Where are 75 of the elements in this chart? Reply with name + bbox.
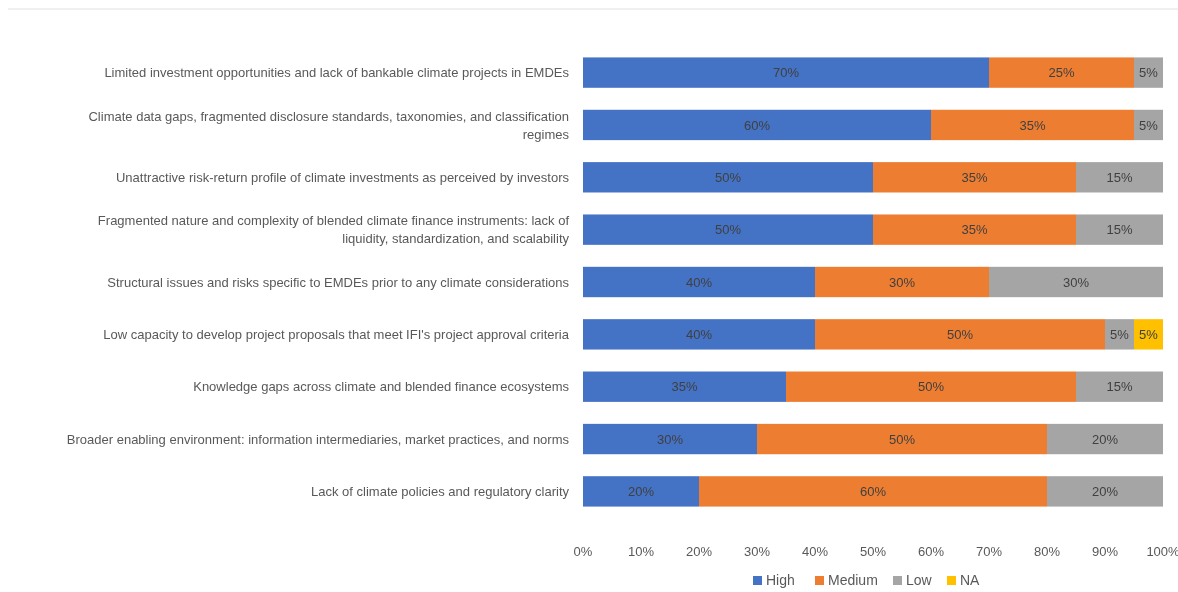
y-tick-label: Knowledge gaps across climate and blended finance ecosystems [193,379,570,395]
data-label: 60% [859,483,887,499]
bar [786,371,1076,402]
bar [583,266,815,298]
bar [1047,423,1163,455]
data-label: 30% [656,431,684,447]
data-label: 50% [888,431,916,447]
bar [989,266,1163,298]
data-label: 60% [743,117,771,133]
x-tick-label: 60% [917,544,945,559]
bar [1076,162,1163,193]
bar [931,109,1134,141]
data-label: 50% [714,169,742,185]
bar [699,476,1047,507]
y-tick-label: Lack of climate policies and regulatory clarity [311,483,570,499]
bar [873,162,1076,193]
data-label: 35% [961,222,988,238]
x-tick-label: 50% [859,544,887,559]
data-label: 20% [1091,483,1119,499]
bar [583,57,989,88]
data-label: 15% [1106,169,1133,185]
bar [583,476,699,507]
data-label: 15% [1106,379,1133,395]
bar [583,214,873,245]
data-label: 35% [961,169,988,185]
y-tick-label: Broader enabling environment: information intermediaries, market practices, and norms [66,431,570,447]
x-tick-label: 0% [573,544,593,559]
legend-label: Low [906,572,933,588]
data-label: 30% [888,274,916,290]
y-tick-label: Low capacity to develop project proposals that meet IFI's project approval criteria [103,326,570,342]
data-label: 5% [1110,326,1130,342]
bar [1047,476,1163,507]
legend-label: High [766,572,795,588]
bar [1076,371,1163,402]
data-label: 5% [1139,117,1159,133]
legend-label: Medium [828,572,878,588]
bar [583,423,757,455]
bar [1076,214,1163,245]
data-label: 50% [714,222,742,238]
data-label: 40% [685,274,713,290]
legend-label: NA [960,572,981,588]
data-label: 40% [685,326,713,342]
data-label: 15% [1106,222,1133,238]
bar [815,319,1105,350]
y-tick-label: Limited investment opportunities and lack of bankable climate projects in EMDEs [104,65,570,81]
data-label: 70% [772,65,800,81]
data-label: 50% [946,326,974,342]
bar [873,214,1076,245]
x-tick-label: 30% [743,544,771,559]
y-tick-label: Climate data gaps, fragmented disclosure standards, taxonomies, and classification regimes [88,108,570,142]
bar [815,266,989,298]
x-tick-label: 40% [801,544,829,559]
x-tick-label: 90% [1091,544,1119,559]
x-tick-label: 80% [1033,544,1061,559]
bar [989,57,1134,88]
bar [583,109,931,141]
bar [583,162,873,193]
bar [583,319,815,350]
data-label: 50% [917,379,945,395]
data-label: 35% [671,379,698,395]
data-label: 5% [1139,326,1159,342]
x-tick-label: 20% [685,544,713,559]
y-tick-label: Unattractive risk-return profile of climate investments as perceived by investors [115,169,570,185]
data-label: 30% [1062,274,1090,290]
data-label: 5% [1139,65,1159,81]
data-label: 25% [1048,65,1075,81]
data-label: 20% [1091,431,1119,447]
x-tick-label: 10% [627,544,655,559]
y-tick-label: Fragmented nature and complexity of blended climate finance instruments: lack of liquidity, standardization, and scalability [97,213,570,247]
data-label: 35% [1019,117,1046,133]
y-tick-label: Structural issues and risks specific to EMDEs prior to any climate considerations [107,274,570,290]
bar [757,423,1047,455]
data-label: 20% [627,483,655,499]
bar [583,371,786,402]
x-tick-label: 70% [975,544,1003,559]
